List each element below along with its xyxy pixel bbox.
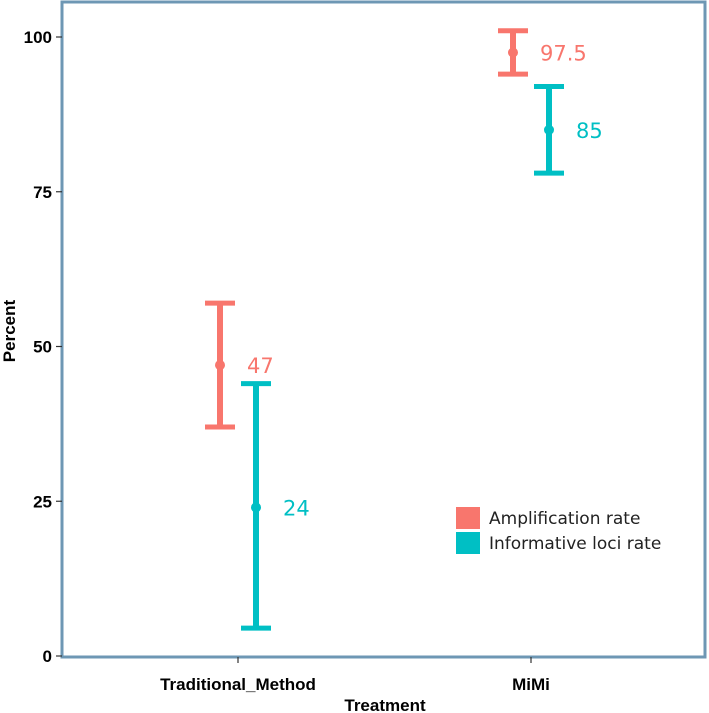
error-bar: 24 bbox=[241, 381, 310, 631]
y-axis-title: Percent bbox=[0, 299, 19, 362]
legend-label: Amplification rate bbox=[489, 509, 640, 529]
legend-item: Amplification rate bbox=[456, 507, 640, 529]
data-label: 85 bbox=[576, 119, 603, 143]
x-tick-label: MiMi bbox=[512, 675, 550, 694]
x-axis: Traditional_Method MiMi bbox=[160, 657, 550, 694]
y-tick-label: 75 bbox=[33, 183, 52, 202]
error-bar: 47 bbox=[205, 300, 274, 430]
y-axis: 0 25 50 75 100 bbox=[24, 28, 62, 666]
legend-label: Informative loci rate bbox=[489, 534, 661, 554]
legend-swatch bbox=[456, 532, 480, 554]
data-label: 97.5 bbox=[540, 41, 587, 65]
legend-swatch bbox=[456, 507, 480, 529]
legend-item: Informative loci rate bbox=[456, 532, 661, 554]
error-bar: 97.5 bbox=[498, 28, 587, 77]
data-label: 47 bbox=[247, 354, 274, 378]
error-bars: 47 97.5 24 85 bbox=[205, 28, 603, 631]
x-tick-label: Traditional_Method bbox=[160, 675, 316, 694]
x-axis-title: Treatment bbox=[344, 696, 426, 713]
data-point bbox=[251, 502, 261, 513]
data-label: 24 bbox=[283, 496, 310, 520]
y-tick-label: 25 bbox=[33, 492, 52, 511]
legend: Amplification rate Informative loci rate bbox=[456, 507, 661, 554]
y-tick-label: 50 bbox=[33, 338, 52, 357]
error-bar: 85 bbox=[534, 84, 603, 176]
y-tick-label: 0 bbox=[43, 647, 52, 666]
data-point bbox=[508, 47, 518, 58]
data-point bbox=[544, 124, 554, 135]
y-tick-label: 100 bbox=[24, 28, 52, 47]
plot-panel bbox=[60, 0, 707, 659]
data-point bbox=[215, 360, 225, 371]
